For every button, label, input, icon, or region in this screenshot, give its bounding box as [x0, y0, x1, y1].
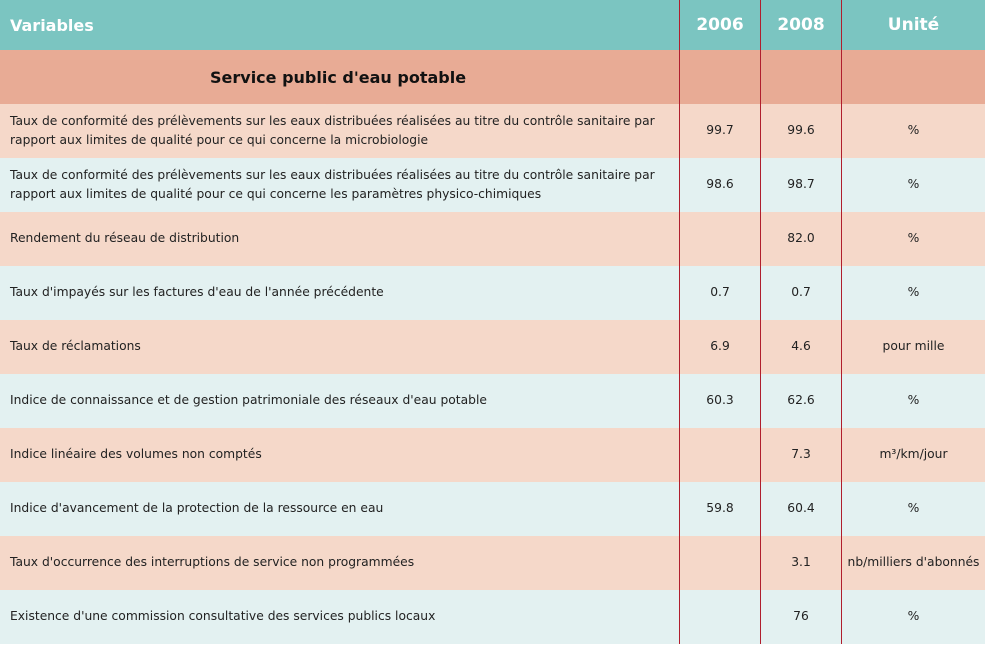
- table-row: Taux d'impayés sur les factures d'eau de…: [0, 266, 985, 320]
- table-row: Taux d'occurrence des interruptions de s…: [0, 536, 985, 590]
- unit-cell: nb/milliers d'abonnés: [841, 536, 985, 590]
- variable-cell: Indice d'avancement de la protection de …: [10, 501, 384, 516]
- variable-cell: Taux de conformité des prélèvements sur …: [10, 113, 655, 147]
- header-2006: 2006: [679, 0, 760, 50]
- variable-cell: Indice de connaissance et de gestion pat…: [10, 393, 487, 408]
- unit-cell: pour mille: [841, 320, 985, 374]
- variable-cell: Taux de réclamations: [10, 339, 141, 354]
- value-2008-cell: 62.6: [760, 374, 841, 428]
- unit-cell: %: [841, 266, 985, 320]
- table-row: Existence d'une commission consultative …: [0, 590, 985, 644]
- value-2006-cell: 6.9: [679, 320, 760, 374]
- value-2008-cell: 99.6: [760, 104, 841, 158]
- table-header-row: Variables 2006 2008 Unité: [0, 0, 985, 50]
- unit-cell: %: [841, 590, 985, 644]
- table-row: Indice de connaissance et de gestion pat…: [0, 374, 985, 428]
- table-row: Indice d'avancement de la protection de …: [0, 482, 985, 536]
- value-2008-cell: 82.0: [760, 212, 841, 266]
- variable-cell: Taux de conformité des prélèvements sur …: [10, 167, 655, 201]
- unit-cell: m³/km/jour: [841, 428, 985, 482]
- value-2006-cell: [679, 212, 760, 266]
- unit-cell: %: [841, 104, 985, 158]
- unit-cell: %: [841, 374, 985, 428]
- section-heading-row: Service public d'eau potable: [0, 50, 985, 104]
- value-2008-cell: 0.7: [760, 266, 841, 320]
- section-title: Service public d'eau potable: [210, 67, 467, 87]
- table-row: Taux de conformité des prélèvements sur …: [0, 158, 985, 212]
- value-2006-cell: [679, 536, 760, 590]
- header-variables: Variables: [10, 15, 94, 35]
- variable-cell: Taux d'occurrence des interruptions de s…: [10, 555, 415, 570]
- variable-cell: Indice linéaire des volumes non comptés: [10, 447, 262, 462]
- value-2008-cell: 4.6: [760, 320, 841, 374]
- table-row: Indice linéaire des volumes non comptés …: [0, 428, 985, 482]
- value-2008-cell: 7.3: [760, 428, 841, 482]
- header-2008: 2008: [760, 0, 841, 50]
- variable-cell: Rendement du réseau de distribution: [10, 231, 240, 246]
- variable-cell: Taux d'impayés sur les factures d'eau de…: [10, 285, 384, 300]
- value-2006-cell: 60.3: [679, 374, 760, 428]
- value-2008-cell: 3.1: [760, 536, 841, 590]
- section-empty-2008: [760, 50, 841, 104]
- value-2006-cell: [679, 428, 760, 482]
- value-2008-cell: 76: [760, 590, 841, 644]
- value-2006-cell: 0.7: [679, 266, 760, 320]
- value-2008-cell: 98.7: [760, 158, 841, 212]
- unit-cell: %: [841, 158, 985, 212]
- value-2008-cell: 60.4: [760, 482, 841, 536]
- table-row: Rendement du réseau de distribution 82.0…: [0, 212, 985, 266]
- value-2006-cell: 59.8: [679, 482, 760, 536]
- value-2006-cell: 99.7: [679, 104, 760, 158]
- header-unit: Unité: [841, 0, 985, 50]
- table-row: Taux de réclamations 6.9 4.6 pour mille: [0, 320, 985, 374]
- section-empty-2006: [679, 50, 760, 104]
- value-2006-cell: [679, 590, 760, 644]
- variable-cell: Existence d'une commission consultative …: [10, 609, 436, 624]
- table-row: Taux de conformité des prélèvements sur …: [0, 104, 985, 158]
- section-empty-unit: [841, 50, 985, 104]
- unit-cell: %: [841, 212, 985, 266]
- unit-cell: %: [841, 482, 985, 536]
- value-2006-cell: 98.6: [679, 158, 760, 212]
